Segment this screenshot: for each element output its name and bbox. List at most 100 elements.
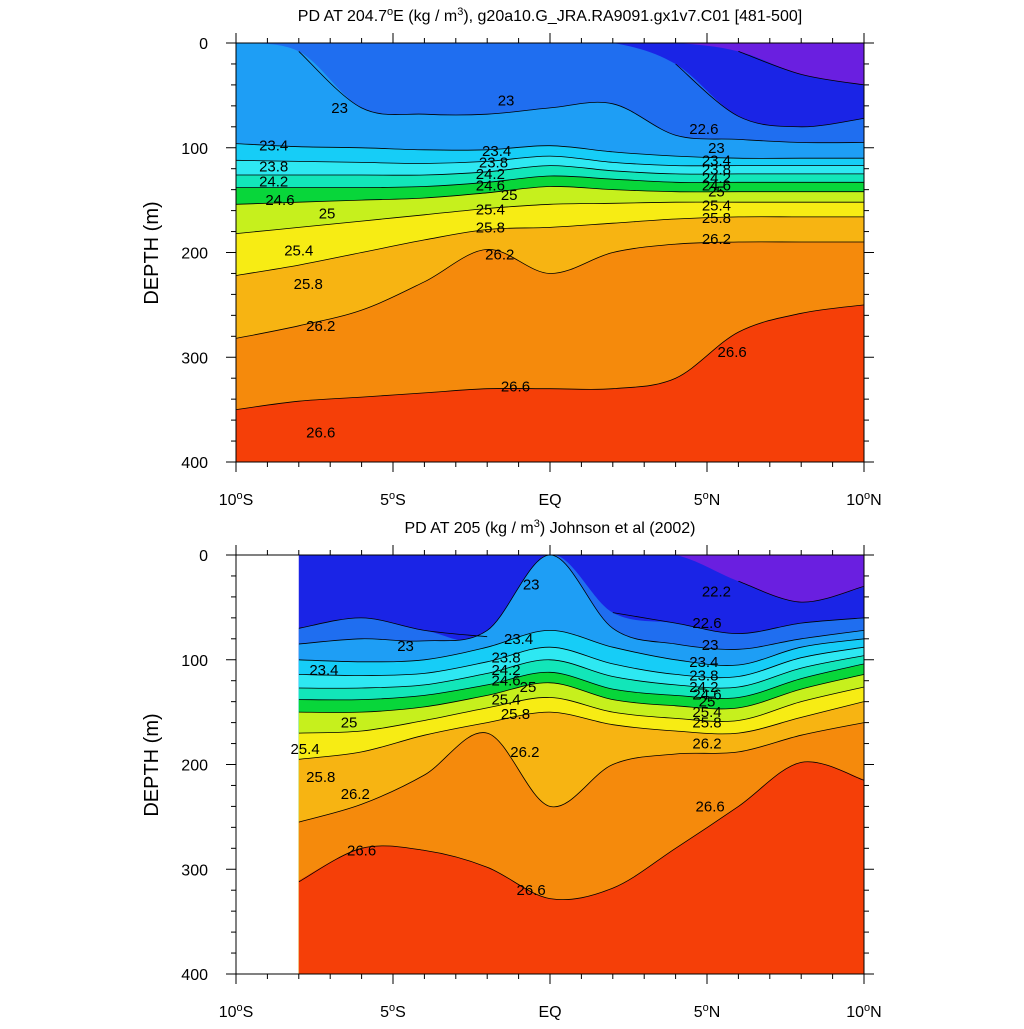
contour-label: 25.8 (306, 769, 335, 786)
isoline-25-8 (298, 701, 864, 760)
contour-label: 25.8 (476, 219, 505, 236)
contour-label: 25 (708, 184, 725, 201)
isoline-22-6 (612, 612, 864, 635)
contour-label: 26.6 (501, 379, 530, 396)
contour-label: 24.6 (265, 192, 294, 209)
contour-label: 26.2 (341, 786, 370, 803)
isoline-24-6 (236, 175, 864, 189)
contour-label: 23.8 (491, 650, 520, 667)
axes: 0 100 200 300 400 10oS 5oS EQ 5oN 10oN (181, 545, 882, 1021)
contour-label: 26.2 (692, 736, 721, 753)
contour-label: 23.4 (504, 631, 533, 648)
isoline-26-2 (236, 241, 864, 339)
contour-label: 24.2 (702, 170, 731, 187)
contour-label: 22.6 (689, 121, 718, 138)
x-tick-label: EQ (538, 492, 561, 509)
contour-label: 26.6 (306, 425, 335, 442)
contour-label: 23.4 (482, 143, 511, 160)
y-tick-label: 100 (181, 141, 208, 158)
x-tick-label: 5oN (694, 1002, 721, 1021)
contour-label: 25.4 (284, 242, 313, 259)
contour-label: 25.4 (692, 704, 721, 721)
x-tick-label: 5oN (694, 490, 721, 509)
contour-label: 25 (520, 679, 537, 696)
contour-lines (298, 555, 864, 901)
contour-labels: 23 2322.623.423.824.224.62525.425.826.223… (259, 93, 747, 442)
isoline-24-2 (236, 165, 864, 176)
contour-band-26-6 (298, 761, 864, 974)
isoline-25-8 (236, 216, 864, 276)
x-tick-label: 10oS (219, 1002, 254, 1021)
contour-label: 25.4 (702, 197, 731, 214)
contour-label: 26.6 (696, 798, 725, 815)
contour-label: 24.2 (476, 166, 505, 183)
isoline-25-4 (236, 201, 864, 234)
contour-label: 25.4 (476, 202, 505, 219)
isoline-23 (298, 555, 864, 650)
isoline-23-8 (236, 155, 864, 167)
y-tick-label: 200 (181, 758, 208, 775)
chart-title: PD AT 205 (kg / m3) Johnson et al (2002) (404, 518, 695, 537)
contour-label: 25.8 (294, 276, 323, 293)
y-tick-label: 0 (199, 36, 208, 53)
contour-label: 23.4 (689, 654, 718, 671)
isoline-23-8 (298, 646, 864, 679)
contour-label: 25.8 (702, 210, 731, 227)
y-tick-label: 0 (199, 548, 208, 565)
contour-label: 26.6 (347, 842, 376, 859)
x-tick-label: 5oS (380, 1002, 406, 1021)
contour-label: 23 (498, 93, 515, 110)
axes: 0 100 200 300 400 10oS 5oS EQ 5oN 10oN (181, 33, 882, 509)
contour-label: 23.8 (479, 154, 508, 171)
isoline-22-6 (675, 63, 864, 128)
isoline-25 (236, 186, 864, 205)
contour-label: 26.6 (718, 344, 747, 361)
contour-label: 23 (708, 140, 725, 157)
isoline-24-6 (298, 663, 864, 701)
contour-label: 22.6 (692, 615, 721, 632)
contour-label: 24.6 (702, 177, 731, 194)
contour-band-26-6 (236, 305, 864, 462)
isoline-26-6 (236, 304, 864, 410)
contour-label: 26.2 (485, 247, 514, 264)
isoline-25-4 (298, 686, 864, 734)
isoline-26-6 (298, 761, 864, 901)
contour-label: 23.8 (689, 667, 718, 684)
chart-title: PD AT 204.7oE (kg / m3), g20a10.G_JRA.RA… (298, 6, 802, 25)
y-tick-label: 300 (181, 350, 208, 367)
contour-label: 23 (397, 638, 414, 655)
x-tick-label: EQ (538, 1004, 561, 1021)
isoline-22-2 (738, 51, 864, 86)
panel-model: PD AT 204.7oE (kg / m3), g20a10.G_JRA.RA… (141, 6, 882, 509)
contour-label: 25 (319, 206, 336, 223)
isoline-23 (298, 51, 864, 144)
contour-label: 24.2 (491, 662, 520, 679)
contour-label: 24.2 (689, 679, 718, 696)
contour-label: 25 (699, 694, 716, 711)
contour-label: 26.2 (510, 744, 539, 761)
y-tick-label: 200 (181, 246, 208, 263)
contour-label: 25.4 (290, 741, 319, 758)
contour-label: 23.8 (702, 162, 731, 179)
contour-label: 23 (523, 576, 540, 593)
contour-fills (298, 555, 864, 974)
contour-label: 23.4 (259, 138, 288, 155)
contour-label: 25.4 (491, 692, 520, 709)
y-axis-label: DEPTH (m) (141, 713, 163, 816)
panel-observed: PD AT 205 (kg / m3) Johnson et al (2002)… (141, 518, 882, 1021)
contour-label: 26.6 (517, 882, 546, 899)
contour-lines (236, 51, 864, 410)
contour-label: 23 (331, 100, 348, 117)
y-tick-label: 100 (181, 653, 208, 670)
contour-label: 23.4 (702, 152, 731, 169)
contour-label: 23.4 (309, 662, 338, 679)
x-tick-label: 10oN (846, 1002, 881, 1021)
y-axis-label: DEPTH (m) (141, 201, 163, 304)
contour-fills (236, 43, 864, 462)
contour-label: 22.2 (702, 584, 731, 601)
isoline-23-4 (236, 143, 864, 159)
isoline-24-2 (298, 655, 864, 689)
y-tick-label: 400 (181, 967, 208, 984)
